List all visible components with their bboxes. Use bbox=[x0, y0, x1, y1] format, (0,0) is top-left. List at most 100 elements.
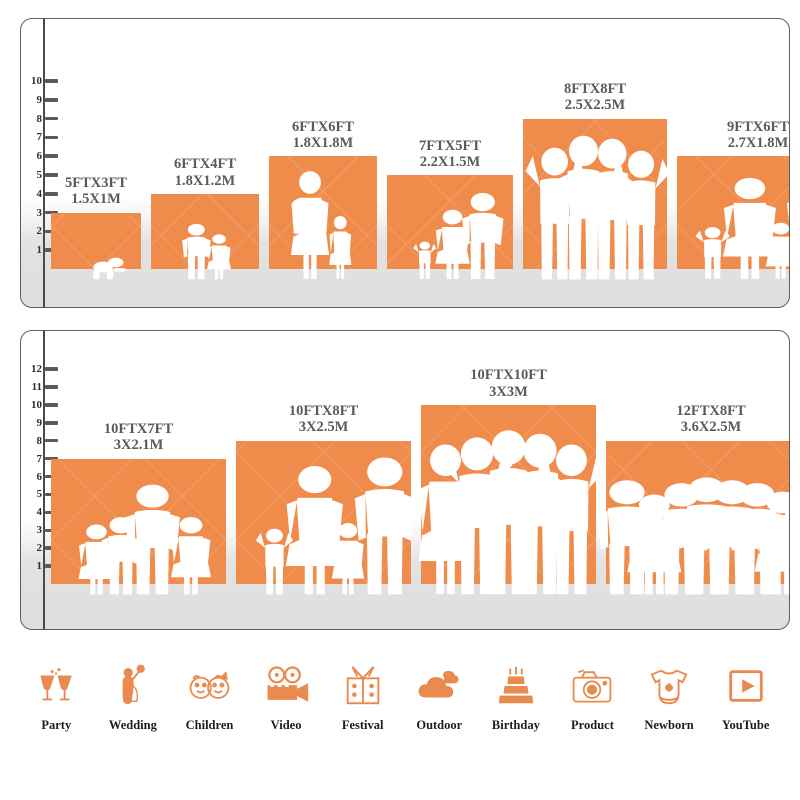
champagne-toast-icon bbox=[33, 660, 79, 712]
backdrop-size-meters: 1.5X1M bbox=[71, 191, 121, 208]
backdrop-bar: 5FTX3FT 1.5X1M bbox=[51, 175, 141, 279]
figure-silhouettes bbox=[151, 194, 259, 279]
backdrop-size-label: 6FTX6FT 1.8X1.8M bbox=[292, 119, 354, 151]
watermark: Backdrop bbox=[351, 60, 575, 125]
use-case-item[interactable]: Party bbox=[18, 660, 95, 733]
backdrop-bar: 9FTX6FT 2.7X1.8M bbox=[677, 119, 789, 279]
backdrop-size-feet: 10FTX10FT bbox=[470, 367, 547, 384]
ruler-tick bbox=[45, 438, 58, 443]
use-case-item[interactable]: Newborn bbox=[631, 660, 708, 733]
use-case-item[interactable]: Product bbox=[554, 660, 631, 733]
backdrop-size-meters: 3X2.1M bbox=[113, 437, 164, 454]
backdrop-bar: 10FTX10FT 3X3M bbox=[418, 367, 606, 594]
figure-silhouettes bbox=[387, 175, 513, 279]
figure-silhouettes bbox=[269, 156, 377, 279]
ruler-tick-label: 10 bbox=[31, 75, 42, 87]
figure-silhouettes bbox=[597, 441, 789, 594]
ruler-tick bbox=[45, 154, 58, 158]
use-case-item[interactable]: Birthday bbox=[478, 660, 555, 733]
children-faces-icon bbox=[185, 660, 233, 712]
use-case-label: Video bbox=[270, 718, 302, 732]
backdrop-size-meters: 2.5X2.5M bbox=[564, 97, 626, 114]
ruler-spine bbox=[43, 19, 45, 307]
ruler-tick-label: 7 bbox=[36, 131, 43, 144]
backdrop-bar: 12FTX8FT 3.6X2.5M bbox=[597, 403, 789, 594]
ruler-tick-label: 12 bbox=[31, 363, 42, 375]
use-case-label: Party bbox=[41, 718, 72, 732]
backdrop-size-label: 10FTX10FT 3X3M bbox=[470, 367, 547, 399]
backdrop-size-meters: 3X3M bbox=[489, 383, 528, 400]
figure-silhouettes bbox=[677, 156, 789, 279]
use-case-item[interactable]: Festival bbox=[324, 660, 401, 733]
backdrop-size-label: 5FTX3FT 1.5X1M bbox=[65, 175, 127, 207]
backdrop-size-feet: 12FTX8FT bbox=[676, 403, 746, 420]
ruler-tick-label: 4 bbox=[36, 506, 43, 519]
backdrop-size-label: 8FTX8FT 2.5X2.5M bbox=[564, 81, 626, 113]
backdrop-size-meters: 2.7X1.8M bbox=[727, 134, 789, 151]
ruler-tick bbox=[45, 79, 58, 83]
figure-silhouettes bbox=[523, 119, 670, 279]
backdrop-bar: 10FTX8FT 3X2.5M bbox=[236, 403, 415, 594]
ruler-tick bbox=[45, 385, 58, 389]
use-case-label: Outdoor bbox=[416, 718, 463, 732]
backdrop-size-feet: 6FTX6FT bbox=[291, 118, 355, 135]
backdrop-size-label: 12FTX8FT 3.6X2.5M bbox=[676, 403, 745, 435]
use-case-label: Wedding bbox=[108, 718, 157, 732]
ruler-tick bbox=[45, 192, 58, 196]
figure-silhouettes bbox=[51, 459, 226, 594]
backdrop-size-feet: 5FTX3FT bbox=[64, 175, 128, 192]
backdrop-size-feet: 7FTX5FT bbox=[418, 137, 482, 154]
use-case-label: Festival bbox=[341, 718, 384, 732]
ruler-tick-label: 1 bbox=[36, 560, 43, 573]
ruler-tick-label: 8 bbox=[36, 112, 43, 125]
backdrop-size-label: 9FTX6FT 2.7X1.8M bbox=[727, 119, 789, 151]
use-case-item[interactable]: Children bbox=[171, 660, 248, 733]
ruler-tick bbox=[45, 403, 58, 407]
backdrop-size-label: 10FTX8FT 3X2.5M bbox=[289, 403, 358, 435]
backdrop-size-meters: 1.8X1.8M bbox=[292, 134, 354, 151]
figure-silhouettes bbox=[236, 441, 415, 594]
use-case-item[interactable]: Wedding bbox=[95, 660, 172, 733]
ruler-tick-label: 6 bbox=[36, 150, 43, 163]
backdrop-size-meters: 3.6X2.5M bbox=[680, 419, 742, 436]
cloud-icon bbox=[416, 660, 462, 712]
backdrop-bar: 8FTX8FT 2.5X2.5M bbox=[523, 81, 670, 279]
use-case-label: Children bbox=[185, 718, 234, 732]
backdrop-bar: 7FTX5FT 2.2X1.5M bbox=[387, 138, 513, 279]
baby-onesie-icon bbox=[646, 660, 692, 712]
ruler-tick bbox=[45, 367, 58, 371]
movie-camera-icon bbox=[262, 660, 310, 712]
ruler-tick bbox=[45, 173, 58, 177]
ruler-tick bbox=[45, 421, 58, 425]
backdrop-size-label: 7FTX5FT 2.2X1.5M bbox=[419, 138, 481, 170]
backdrop-size-meters: 1.8X1.2M bbox=[174, 172, 236, 189]
ruler-tick-label: 10 bbox=[31, 398, 42, 411]
bride-icon bbox=[110, 660, 156, 712]
ruler-tick-label: 9 bbox=[36, 93, 43, 106]
ruler-tick-label: 3 bbox=[36, 206, 43, 219]
ruler-tick-label: 5 bbox=[36, 488, 43, 501]
ruler-tick-label: 5 bbox=[36, 169, 43, 181]
backdrop-size-feet: 9FTX6FT bbox=[726, 118, 790, 135]
ruler-tick-label: 9 bbox=[36, 416, 43, 429]
ruler-tick-label: 6 bbox=[36, 470, 43, 483]
backdrop-bar: 6FTX4FT 1.8X1.2M bbox=[151, 156, 259, 279]
ruler-tick-label: 2 bbox=[36, 542, 43, 555]
ruler-spine bbox=[43, 331, 45, 629]
ruler-tick-label: 11 bbox=[31, 380, 42, 393]
backdrop-size-feet: 6FTX4FT bbox=[173, 156, 237, 173]
use-case-item[interactable]: Video bbox=[248, 660, 325, 733]
use-case-item[interactable]: YouTube bbox=[707, 660, 784, 733]
use-case-label: Birthday bbox=[491, 718, 540, 732]
backdrop-size-meters: 3X2.5M bbox=[298, 419, 349, 436]
backdrop-size-feet: 10FTX8FT bbox=[288, 403, 359, 420]
use-case-item[interactable]: Outdoor bbox=[401, 660, 478, 733]
backdrop-bar: 6FTX6FT 1.8X1.8M bbox=[269, 119, 377, 279]
ruler-tick bbox=[45, 116, 58, 121]
ruler-tick-label: 8 bbox=[36, 434, 43, 447]
figure-silhouettes bbox=[51, 213, 141, 279]
ruler-tick-label: 4 bbox=[36, 187, 43, 200]
use-case-label: Newborn bbox=[644, 718, 694, 732]
backdrop-size-label: 10FTX7FT 3X2.1M bbox=[104, 421, 173, 453]
